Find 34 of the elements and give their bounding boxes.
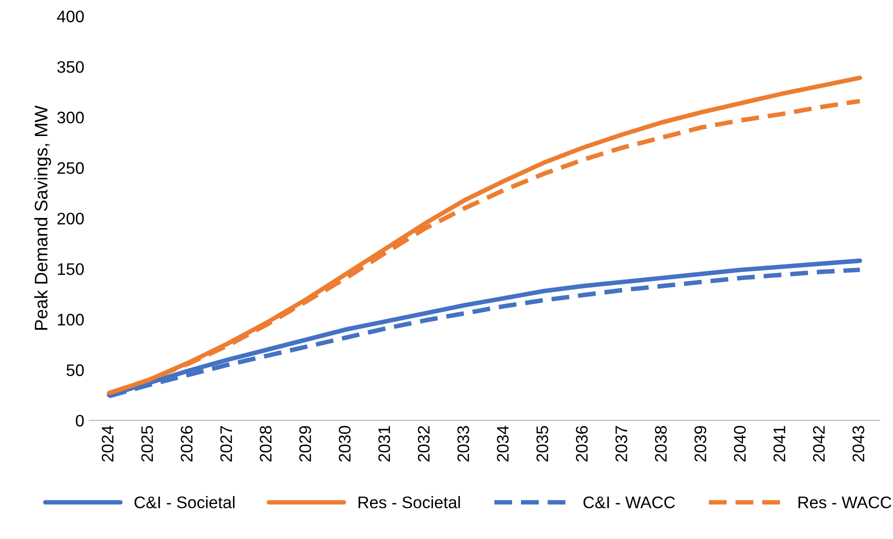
- x-tick-label: 2024: [102, 426, 114, 462]
- x-tick-label: 2043: [852, 426, 864, 462]
- x-tick-label: 2034: [496, 426, 509, 462]
- x-tick-label: 2041: [773, 426, 786, 462]
- legend-label: Res - Societal: [358, 496, 460, 508]
- legend-label: Res - WACC: [798, 496, 892, 508]
- y-tick-label: 0: [76, 414, 84, 427]
- x-tick-label: 2039: [694, 426, 706, 462]
- x-tick-label: 2028: [260, 426, 272, 462]
- x-tick-label: 2035: [536, 426, 548, 462]
- x-tick-label: 2027: [220, 426, 232, 462]
- x-tick-label: 2036: [576, 426, 588, 462]
- x-tick-label: 2042: [813, 426, 825, 462]
- y-tick-label: 200: [57, 212, 84, 224]
- x-tick-label: 2040: [734, 426, 746, 462]
- y-tick-label: 300: [57, 112, 84, 124]
- legend-label: C&I - Societal: [134, 496, 234, 508]
- y-axis-title: Peak Demand Savings, MW: [34, 105, 52, 330]
- y-tick-label: 150: [58, 263, 84, 276]
- x-tick-label: 2038: [654, 426, 667, 462]
- x-tick-label: 2033: [457, 426, 470, 462]
- y-tick-label: 250: [57, 162, 84, 174]
- x-tick-label: 2025: [141, 426, 154, 462]
- y-tick-label: 50: [66, 364, 84, 376]
- y-tick-label: 400: [57, 10, 84, 22]
- x-tick-label: 2031: [378, 426, 390, 462]
- y-tick-label: 350: [57, 61, 84, 73]
- x-tick-label: 2029: [299, 426, 312, 462]
- x-tick-label: 2030: [338, 426, 351, 462]
- x-tick-label: 2026: [180, 426, 193, 462]
- x-tick-label: 2032: [418, 426, 430, 462]
- x-tick-label: 2037: [615, 426, 628, 462]
- y-tick-label: 100: [58, 314, 84, 326]
- legend-label: C&I - WACC: [583, 496, 675, 508]
